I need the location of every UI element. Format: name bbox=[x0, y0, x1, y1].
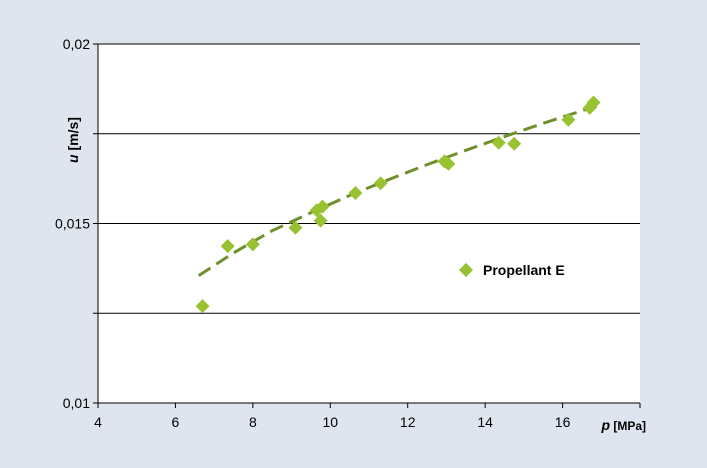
data-point-0-3 bbox=[288, 220, 303, 235]
x-tick-label-6: 16 bbox=[555, 414, 571, 430]
data-point-0-8 bbox=[373, 176, 388, 191]
data-points bbox=[195, 95, 601, 314]
y-axis-ticks: 0,01 0,015 0,02 bbox=[55, 36, 98, 411]
x-tick-label-3: 10 bbox=[322, 414, 338, 430]
data-point-0-10 bbox=[441, 156, 456, 171]
trendline-group bbox=[197, 104, 598, 277]
data-point-0-2 bbox=[245, 237, 260, 252]
y-tick-label-4: 0,02 bbox=[63, 36, 90, 52]
x-tick-label-2: 8 bbox=[249, 414, 257, 430]
x-tick-label-1: 6 bbox=[172, 414, 180, 430]
data-point-0-15 bbox=[586, 95, 601, 110]
x-axis-unit: [MPa] bbox=[610, 419, 646, 433]
y-tick-label-0: 0,01 bbox=[63, 395, 90, 411]
gridlines bbox=[98, 43, 640, 314]
trendline bbox=[197, 104, 598, 277]
data-point-0-5 bbox=[315, 199, 330, 214]
x-axis-ticks: 4 6 8 10 12 14 16 bbox=[94, 403, 641, 430]
data-point-0-7 bbox=[348, 185, 363, 200]
legend-marker bbox=[458, 262, 474, 278]
data-point-0-1 bbox=[220, 239, 235, 254]
y-axis-variable: u bbox=[65, 154, 81, 163]
legend: Propellant E bbox=[458, 262, 565, 278]
x-tick-label-0: 4 bbox=[94, 414, 102, 430]
x-axis-variable: p bbox=[600, 417, 610, 433]
y-axis-unit: [m/s] bbox=[65, 117, 81, 154]
x-tick-label-4: 12 bbox=[400, 414, 416, 430]
y-tick-label-2: 0,015 bbox=[55, 216, 90, 232]
legend-label: Propellant E bbox=[483, 262, 565, 278]
y-axis-label: u [m/s] bbox=[65, 117, 81, 163]
data-point-0-11 bbox=[491, 135, 506, 150]
x-tick-label-5: 14 bbox=[477, 414, 493, 430]
data-point-0-6 bbox=[313, 213, 328, 228]
x-axis-label: p [MPa] bbox=[600, 417, 646, 433]
data-point-0-12 bbox=[507, 136, 522, 151]
data-point-0-13 bbox=[561, 112, 576, 127]
data-point-0-0 bbox=[195, 299, 210, 314]
